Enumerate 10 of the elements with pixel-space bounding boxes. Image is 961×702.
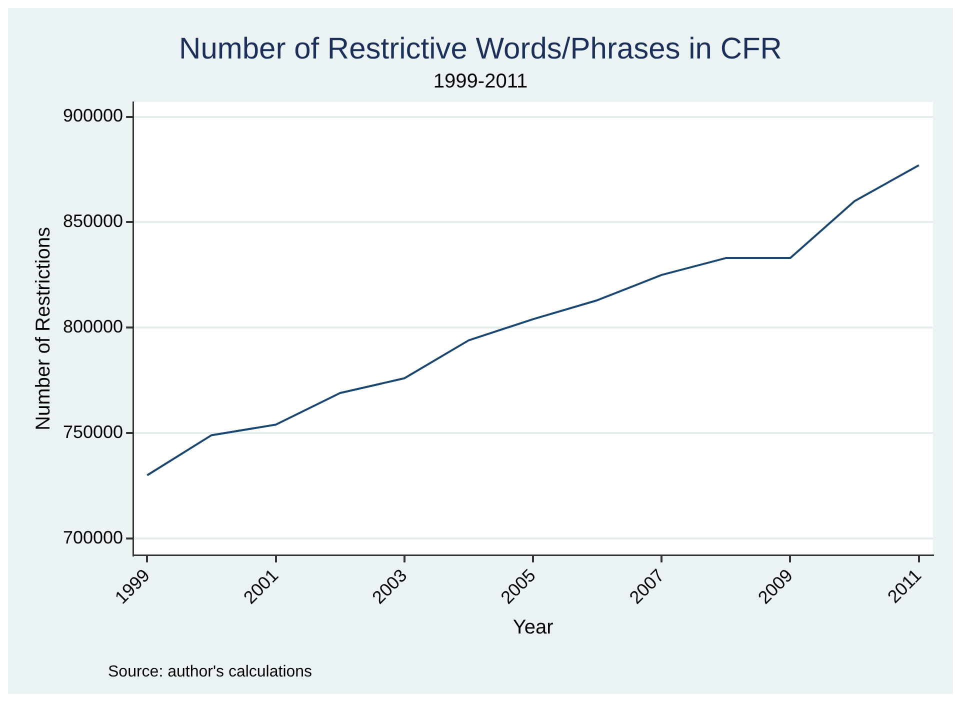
chart-subtitle: 1999-2011 <box>433 70 528 93</box>
y-tick-label: 900000 <box>62 106 124 126</box>
y-tick-label: 800000 <box>62 316 124 337</box>
y-tick-label: 850000 <box>62 211 124 232</box>
y-tick-label: 700000 <box>62 528 124 548</box>
chart-title: Number of Restrictive Words/Phrases in CFR <box>179 32 782 66</box>
y-tick-label: 750000 <box>62 422 124 442</box>
x-axis-title: Year <box>512 616 554 639</box>
source-note: Source: author's calculations <box>108 663 312 680</box>
y-axis-title: Number of Restrictions <box>32 227 55 430</box>
